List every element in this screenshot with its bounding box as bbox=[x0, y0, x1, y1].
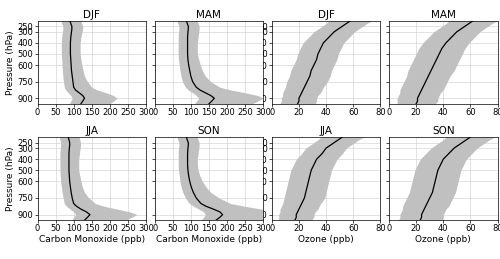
X-axis label: Ozone (ppb): Ozone (ppb) bbox=[298, 235, 354, 244]
Y-axis label: Pressure (hPa): Pressure (hPa) bbox=[6, 30, 15, 95]
Y-axis label: Pressure (hPa): Pressure (hPa) bbox=[240, 146, 249, 211]
X-axis label: Carbon Monoxide (ppb): Carbon Monoxide (ppb) bbox=[38, 235, 145, 244]
Title: JJA: JJA bbox=[85, 126, 98, 136]
X-axis label: Carbon Monoxide (ppb): Carbon Monoxide (ppb) bbox=[156, 235, 262, 244]
Y-axis label: Pressure (hPa): Pressure (hPa) bbox=[6, 146, 15, 211]
Title: DJF: DJF bbox=[84, 10, 100, 20]
X-axis label: Ozone (ppb): Ozone (ppb) bbox=[416, 235, 471, 244]
Title: JJA: JJA bbox=[320, 126, 332, 136]
Y-axis label: Pressure (hPa): Pressure (hPa) bbox=[240, 30, 249, 95]
Title: MAM: MAM bbox=[431, 10, 456, 20]
Title: SON: SON bbox=[432, 126, 454, 136]
Title: SON: SON bbox=[198, 126, 220, 136]
Title: DJF: DJF bbox=[318, 10, 334, 20]
Title: MAM: MAM bbox=[196, 10, 222, 20]
